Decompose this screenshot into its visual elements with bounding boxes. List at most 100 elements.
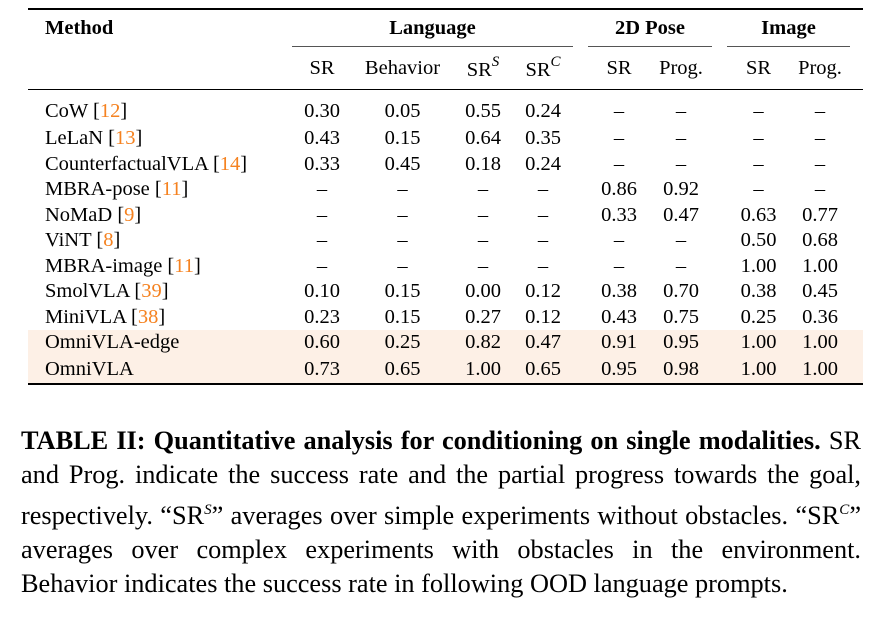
value-cell: 0.25	[352, 330, 453, 356]
value-cell: 0.60	[292, 330, 352, 356]
table-row: LeLaN [13] 0.43 0.15 0.64 0.35 – – – –	[28, 126, 863, 152]
column-header-label: SR	[466, 59, 492, 81]
value-cell: 0.77	[802, 203, 838, 226]
value-cell: –	[613, 99, 625, 122]
value-cell: 1.00	[740, 254, 777, 277]
value-cell: 0.63	[740, 203, 777, 226]
caption-text: SR and Prog. indicate the success rate a…	[21, 426, 861, 530]
spacer	[850, 279, 863, 305]
value-cell: –	[477, 254, 489, 277]
table-caption: TABLE II: Quantitative analysis for cond…	[21, 424, 861, 601]
column-header-sup: S	[491, 54, 500, 70]
spacer	[712, 177, 727, 203]
citation-link[interactable]: [14]	[207, 152, 248, 175]
caption-text: ” averages over simple experiments witho…	[211, 500, 840, 530]
value-cell: 0.43	[304, 127, 340, 150]
value-cell: 0.45	[802, 280, 838, 303]
table-row: NoMaD [9] – – – – 0.33 0.47 0.63 0.77	[28, 203, 863, 229]
method-name-cell: SmolVLA [39]	[28, 279, 292, 305]
value-cell: –	[613, 254, 625, 277]
group-2d-pose: 2D Pose	[614, 16, 686, 39]
value-cell: 0.64	[465, 127, 501, 150]
value-cell: –	[397, 203, 408, 226]
value-cell: 1.00	[790, 355, 850, 385]
value-cell: 0.68	[802, 229, 838, 252]
method-name-cell: ViNT [8]	[28, 228, 292, 254]
spacer	[850, 254, 863, 280]
value-cell: 0.12	[525, 280, 561, 303]
spacer	[712, 330, 727, 356]
spacer	[712, 228, 727, 254]
citation-number[interactable]: 13	[115, 127, 136, 150]
value-cell: 0.92	[663, 178, 699, 201]
citation-number[interactable]: 14	[219, 152, 241, 175]
spacer	[28, 46, 292, 90]
column-header: SRC	[513, 46, 573, 90]
spacer	[850, 152, 863, 178]
value-cell: 0.98	[650, 355, 712, 385]
method-name-cell: OmniVLA-edge	[28, 330, 292, 356]
spacer	[850, 126, 863, 152]
spacer	[573, 330, 588, 356]
spacer	[573, 177, 588, 203]
method-name: SmolVLA	[45, 280, 130, 303]
column-header: SRS	[453, 46, 513, 90]
value-cell: 0.15	[384, 305, 421, 328]
citation-link[interactable]: [12]	[87, 99, 128, 122]
results-table: Method Language 2D Pose Image SR Behavior…	[28, 8, 863, 385]
group-header-row: Method Language 2D Pose Image	[28, 9, 863, 46]
citation-link[interactable]: [8]	[91, 229, 121, 252]
citation-number[interactable]: 38	[137, 305, 159, 328]
method-name: NoMaD	[45, 203, 113, 226]
value-cell: 0.30	[304, 99, 340, 122]
value-cell: 0.73	[292, 355, 352, 385]
method-name-cell: MBRA-pose [11]	[28, 177, 292, 203]
value-cell: 0.95	[650, 330, 712, 356]
value-cell: 0.75	[663, 305, 699, 328]
value-cell: 0.95	[588, 355, 650, 385]
citation-number[interactable]: 11	[161, 178, 182, 201]
cmidrules	[28, 46, 863, 47]
citation-link[interactable]: [11]	[149, 178, 189, 201]
value-cell: –	[675, 229, 687, 252]
citation-link[interactable]: [39]	[129, 280, 169, 303]
spacer	[573, 305, 588, 331]
column-header: Prog.	[650, 46, 712, 90]
spacer	[712, 126, 727, 152]
citation-number[interactable]: 11	[174, 254, 194, 277]
value-cell: –	[753, 127, 764, 150]
citation-number[interactable]: 8	[103, 229, 114, 252]
method-name: MiniVLA	[45, 305, 126, 328]
method-name-cell: NoMaD [9]	[28, 203, 292, 229]
value-cell: 0.38	[740, 280, 777, 303]
citation-link[interactable]: [9]	[112, 203, 142, 226]
citation-number[interactable]: 39	[141, 280, 162, 303]
table-row: OmniVLA-edge 0.60 0.25 0.82 0.47 0.91 0.95 1.00…	[28, 330, 863, 356]
value-cell: 0.47	[513, 330, 573, 356]
column-header: Prog.	[790, 46, 850, 90]
value-cell: 1.00	[790, 330, 850, 356]
method-name: MBRA-image	[45, 254, 163, 277]
citation-number[interactable]: 9	[124, 203, 135, 226]
value-cell: 0.91	[588, 330, 650, 356]
value-cell: 1.00	[727, 355, 790, 385]
table-row: MBRA-pose [11] – – – – 0.86 0.92 – –	[28, 177, 863, 203]
value-cell: –	[397, 229, 408, 252]
value-cell: –	[397, 178, 408, 201]
spacer	[573, 355, 588, 385]
spacer	[712, 152, 727, 178]
spacer	[712, 305, 727, 331]
column-header-sup: C	[550, 54, 561, 70]
citation-link[interactable]: [11]	[162, 254, 201, 277]
citation-link[interactable]: [38]	[125, 305, 166, 328]
value-cell: 0.82	[453, 330, 513, 356]
value-cell: 0.35	[525, 127, 561, 150]
table-row: ViNT [8] – – – – – – 0.50 0.68	[28, 228, 863, 254]
column-header: SR	[727, 46, 790, 90]
citation-number[interactable]: 12	[99, 99, 121, 122]
spacer	[573, 254, 588, 280]
value-cell: 0.70	[663, 280, 699, 303]
column-header-label: Behavior	[364, 56, 441, 79]
citation-link[interactable]: [13]	[103, 127, 143, 150]
spacer	[573, 203, 588, 229]
